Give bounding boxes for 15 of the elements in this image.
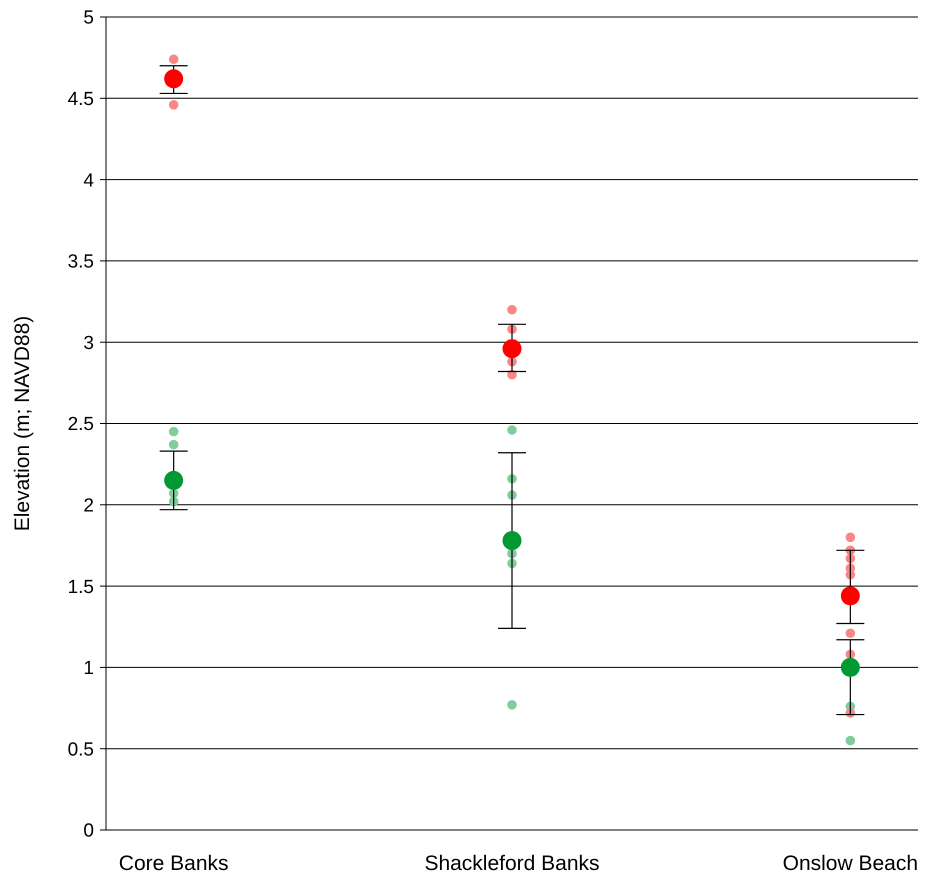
y-tick-label: 2.5 [68,414,94,436]
x-tick-label: Shackleford Banks [424,852,600,875]
y-tick-label: 1 [83,658,94,680]
y-tick-label: 4 [83,170,94,192]
y-tick-label: 2 [83,495,94,516]
y-axis-title: Elevation (m; NAVD88) [11,316,34,532]
y-tick-label: 0.5 [68,739,94,760]
y-tick-label: 3.5 [68,252,94,273]
y-tick-label: 0 [83,820,94,842]
y-tick-label: 3 [83,332,94,354]
y-tick-label: 4.5 [68,88,94,110]
x-tick-label: Core Banks [118,852,229,875]
y-tick-label: 1.5 [68,576,94,598]
y-tick-label: 5 [83,8,94,29]
x-tick-label: Onslow Beach [782,852,918,875]
